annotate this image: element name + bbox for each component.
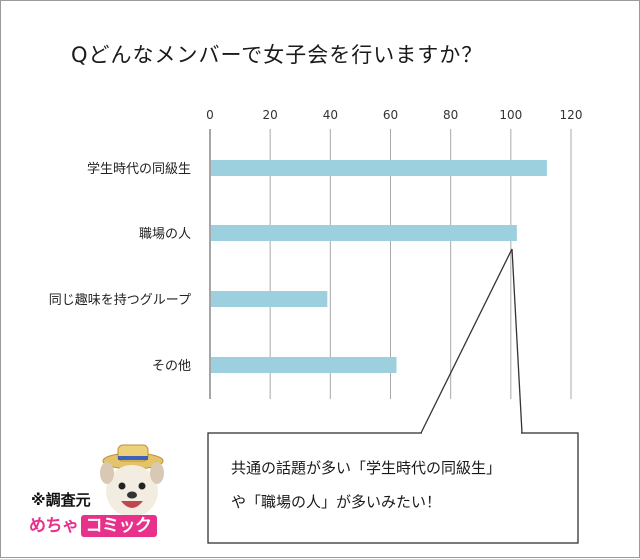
category-label: 職場の人	[139, 227, 191, 242]
callout-line-1: 共通の話題が多い「学生時代の同級生」	[231, 459, 501, 477]
callout-line-2: や「職場の人」が多いみたい！	[231, 493, 441, 511]
chart-title: Qどんなメンバーで女子会を行いますか？	[71, 43, 484, 67]
x-tick-label: 80	[443, 108, 458, 122]
source-label: ※調査元	[31, 491, 91, 509]
logo-text-part2: コミック	[80, 515, 157, 537]
callout-box	[207, 432, 579, 544]
x-tick-label: 0	[206, 108, 214, 122]
x-tick-label: 100	[499, 108, 522, 122]
category-label: 同じ趣味を持つグループ	[49, 293, 191, 308]
category-label: その他	[152, 359, 191, 374]
bar	[211, 357, 397, 373]
bars	[211, 160, 547, 373]
bar	[211, 160, 547, 176]
mechacomic-logo: めちゃ コミック	[29, 511, 157, 537]
x-axis-ticks: 0 20 40 60 80 100 120	[206, 108, 582, 122]
logo-text-part1: めちゃ	[29, 516, 79, 536]
x-tick-label: 120	[560, 108, 583, 122]
category-label: 学生時代の同級生	[87, 161, 191, 177]
x-tick-label: 20	[263, 108, 278, 122]
x-tick-label: 40	[323, 108, 338, 122]
callout-pointer-left	[420, 248, 513, 434]
callout: 共通の話題が多い「学生時代の同級生」 や「職場の人」が多いみたい！	[207, 248, 579, 544]
bar	[211, 291, 328, 307]
dog-mascot-image	[100, 444, 164, 527]
bar	[211, 225, 517, 241]
x-tick-label: 60	[383, 108, 398, 122]
callout-pointer-right	[511, 248, 523, 434]
